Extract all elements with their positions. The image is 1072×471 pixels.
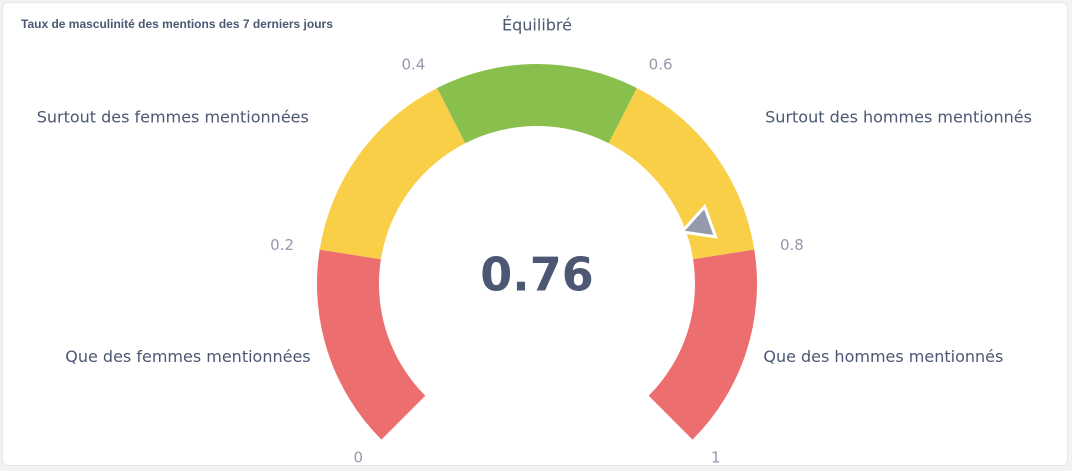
- card-title[interactable]: Taux de masculinité des mentions des 7 d…: [21, 17, 333, 31]
- gauge-segment-4: [608, 87, 755, 260]
- segment-label: Surtout des femmes mentionnées: [37, 108, 309, 127]
- gauge-segment-5: [648, 249, 758, 440]
- segment-label: Équilibré: [502, 16, 572, 35]
- gauge-segment-3: [437, 63, 637, 144]
- segment-label: Que des femmes mentionnées: [65, 347, 310, 366]
- tick-label: 0: [354, 448, 364, 466]
- tick-label: 0.2: [270, 236, 294, 254]
- gauge-needle: [678, 203, 718, 239]
- gauge-value: 0.76: [480, 248, 594, 302]
- tick-label: 0.8: [780, 236, 804, 254]
- tick-label: 0.4: [401, 55, 425, 73]
- tick-label: 0.6: [649, 55, 673, 73]
- tick-label: 1: [711, 448, 721, 466]
- segment-label: Surtout des hommes mentionnés: [765, 108, 1032, 127]
- segment-label: Que des hommes mentionnés: [763, 347, 1003, 366]
- gauge-segment-1: [316, 249, 426, 440]
- gauge-segment-2: [319, 87, 466, 260]
